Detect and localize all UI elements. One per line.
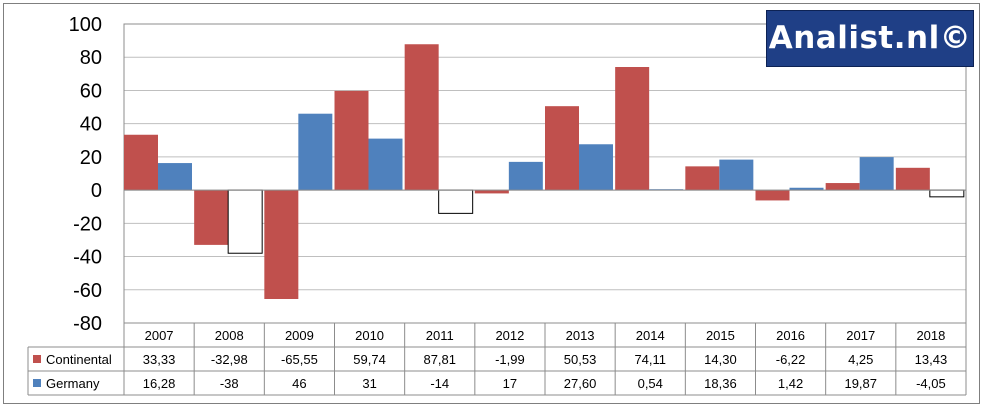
bar-germany-2009 [298, 113, 333, 191]
bar-continental-2010 [334, 90, 369, 191]
x-tick-label: 2016 [776, 328, 805, 343]
data-label-germany: 31 [362, 376, 376, 391]
data-label-germany: 18,36 [704, 376, 737, 391]
data-label-continental: 33,33 [143, 352, 176, 367]
x-tick-label: 2008 [215, 328, 244, 343]
data-label-germany: -4,05 [916, 376, 946, 391]
bar-germany-2011 [438, 189, 474, 214]
data-label-continental: -6,22 [776, 352, 806, 367]
bar-continental-2015 [685, 166, 720, 191]
data-label-germany: 27,60 [564, 376, 597, 391]
data-label-continental: 59,74 [353, 352, 386, 367]
y-tick-label: 40 [80, 114, 102, 136]
bar-continental-2017 [825, 183, 860, 191]
y-tick-label: 20 [80, 147, 102, 169]
bar-continental-2008 [194, 190, 229, 245]
bar-continental-2007 [124, 134, 158, 191]
bar-continental-2018 [895, 167, 930, 191]
x-tick-label: 2018 [916, 328, 945, 343]
y-tick-label: 80 [80, 47, 102, 69]
data-label-germany: 1,42 [778, 376, 803, 391]
bar-continental-2016 [755, 190, 790, 201]
y-tick-label: -60 [73, 280, 102, 302]
data-label-continental: 13,43 [915, 352, 948, 367]
x-tick-label: 2013 [566, 328, 595, 343]
bar-germany-2008 [227, 189, 263, 254]
data-label-germany: 0,54 [638, 376, 663, 391]
bar-germany-2016 [789, 187, 824, 191]
bar-germany-2010 [368, 138, 403, 191]
legend-label-continental: Continental [46, 352, 112, 367]
data-label-continental: -32,98 [211, 352, 248, 367]
bar-germany-2017 [859, 157, 894, 191]
data-label-continental: 74,11 [634, 352, 666, 367]
data-label-continental: 4,25 [848, 352, 873, 367]
bar-germany-2018 [929, 189, 965, 198]
data-label-continental: -65,55 [281, 352, 318, 367]
bar-germany-2012 [508, 161, 543, 191]
y-tick-label: -40 [73, 247, 102, 269]
x-tick-label: 2012 [495, 328, 524, 343]
data-label-continental: 50,53 [564, 352, 597, 367]
x-tick-label: 2014 [636, 328, 665, 343]
bar-continental-2012 [474, 190, 509, 194]
data-label-germany: 16,28 [143, 376, 176, 391]
bar-germany-2007 [158, 163, 192, 191]
x-tick-label: 2010 [355, 328, 384, 343]
data-label-germany: 46 [292, 376, 306, 391]
brand-logo: Analist.nl© [766, 10, 974, 67]
data-label-germany: -14 [430, 376, 449, 391]
x-tick-label: 2017 [846, 328, 875, 343]
bar-germany-2015 [719, 159, 754, 191]
bar-continental-2011 [404, 44, 439, 191]
bar-continental-2013 [545, 106, 579, 191]
data-label-continental: -1,99 [495, 352, 525, 367]
data-label-germany: -38 [220, 376, 239, 391]
data-label-continental: 14,30 [704, 352, 737, 367]
x-tick-label: 2015 [706, 328, 735, 343]
legend-key-germany [33, 379, 41, 387]
x-tick-label: 2009 [285, 328, 314, 343]
data-label-continental: 87,81 [423, 352, 456, 367]
y-tick-label: -20 [73, 213, 102, 235]
bar-germany-2013 [579, 144, 613, 191]
y-tick-label: 100 [69, 14, 102, 36]
bar-continental-2009 [264, 190, 299, 299]
x-tick-label: 2011 [426, 328, 454, 343]
chart-frame [3, 3, 980, 404]
bar-continental-2014 [615, 67, 650, 191]
data-label-germany: 19,87 [844, 376, 877, 391]
y-tick-label: 0 [91, 180, 102, 202]
x-tick-label: 2007 [145, 328, 174, 343]
legend-label-germany: Germany [46, 376, 100, 391]
data-label-germany: 17 [503, 376, 517, 391]
y-tick-label: -80 [73, 313, 102, 335]
legend-key-continental [33, 355, 41, 363]
y-tick-label: 60 [80, 80, 102, 102]
